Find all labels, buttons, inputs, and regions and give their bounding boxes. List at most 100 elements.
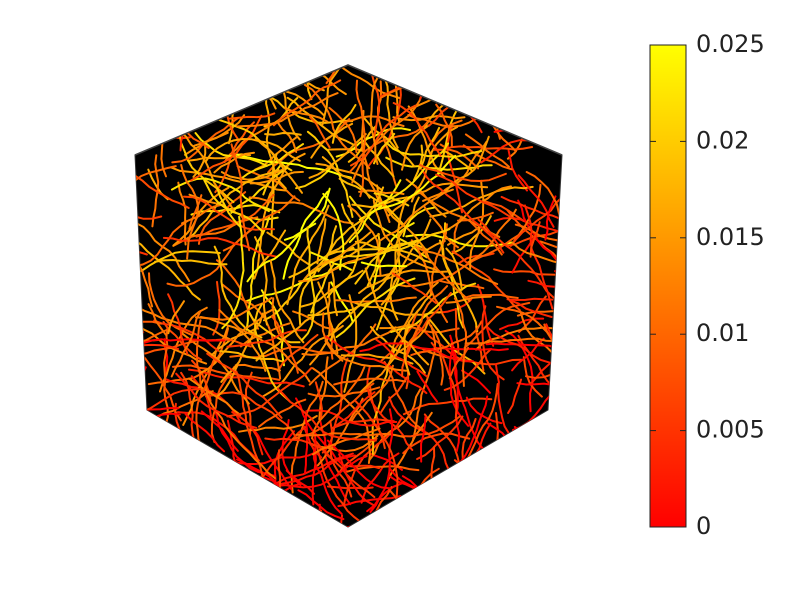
streamline <box>406 285 449 346</box>
streamline <box>258 398 307 428</box>
streamline <box>419 126 441 170</box>
streamline <box>236 65 277 110</box>
streamline <box>254 236 268 326</box>
streamline <box>379 376 408 415</box>
streamline <box>360 320 430 393</box>
streamline <box>154 258 228 266</box>
streamline <box>264 131 302 136</box>
streamline <box>135 299 145 334</box>
streamline <box>511 337 545 372</box>
streamline <box>221 215 245 330</box>
streamline <box>321 156 371 199</box>
streamline <box>160 140 167 178</box>
streamline <box>245 421 293 491</box>
streamline <box>366 232 381 287</box>
streamline <box>175 372 258 429</box>
streamline <box>199 307 276 374</box>
streamline <box>543 323 562 390</box>
streamline <box>396 281 434 288</box>
streamline <box>277 333 319 372</box>
streamline <box>231 411 264 456</box>
streamline <box>262 167 288 196</box>
streamline <box>511 241 562 271</box>
streamline <box>135 250 221 283</box>
streamline <box>392 114 466 122</box>
streamline <box>400 415 461 438</box>
streamline <box>506 209 560 261</box>
streamline <box>554 270 562 312</box>
streamline <box>326 439 392 490</box>
streamline <box>350 104 417 167</box>
streamline <box>189 114 263 182</box>
streamline <box>482 200 525 222</box>
streamline <box>180 164 200 260</box>
streamline <box>394 196 420 274</box>
cube-edge <box>134 64 563 156</box>
streamline <box>561 248 562 317</box>
streamline <box>276 387 377 442</box>
streamline <box>301 326 397 356</box>
streamline <box>496 305 558 344</box>
streamline <box>147 303 168 337</box>
tick-label: 0.02 <box>696 126 749 154</box>
streamline <box>419 65 456 100</box>
streamline <box>485 342 559 350</box>
streamline <box>451 215 492 255</box>
streamline <box>135 285 139 333</box>
streamline <box>135 174 190 209</box>
streamline <box>187 168 280 241</box>
streamline <box>297 489 345 521</box>
streamline <box>155 390 214 419</box>
streamline <box>188 368 305 388</box>
streamline <box>272 79 342 127</box>
streamline <box>135 319 142 357</box>
streamline <box>191 452 221 478</box>
streamline <box>493 268 562 277</box>
streamline <box>472 464 510 506</box>
streamline <box>226 367 313 418</box>
streamline <box>195 360 215 449</box>
streamline <box>332 523 409 527</box>
streamline <box>172 123 236 213</box>
streamline <box>445 247 463 291</box>
streamline <box>360 261 408 268</box>
streamline <box>380 218 432 306</box>
streamline <box>369 74 380 165</box>
streamline <box>153 319 220 352</box>
streamline <box>435 173 515 220</box>
streamline <box>310 122 354 159</box>
streamline <box>453 459 492 527</box>
streamline <box>230 488 291 527</box>
streamline <box>235 370 267 486</box>
streamline <box>418 163 507 183</box>
streamline <box>135 220 189 268</box>
streamline <box>525 171 562 251</box>
streamline <box>461 369 491 394</box>
streamline <box>321 65 343 126</box>
streamline <box>513 183 542 242</box>
streamline <box>285 469 316 495</box>
streamline <box>135 205 163 220</box>
streamline <box>135 85 210 149</box>
streamline <box>195 193 275 238</box>
streamline <box>413 144 424 181</box>
streamline <box>494 363 517 442</box>
streamline <box>234 363 281 372</box>
streamline <box>135 226 201 301</box>
streamline <box>222 195 296 252</box>
streamline <box>369 325 426 374</box>
streamline <box>360 109 391 223</box>
streamline <box>213 151 255 174</box>
streamline <box>135 238 148 256</box>
streamline <box>135 328 168 398</box>
streamline <box>518 295 547 333</box>
streamline <box>270 315 299 374</box>
streamline <box>416 370 439 403</box>
streamline <box>422 205 459 249</box>
streamline <box>402 432 471 455</box>
streamline <box>507 149 528 192</box>
streamline <box>135 366 147 439</box>
streamline <box>464 133 510 168</box>
streamline <box>322 192 345 271</box>
